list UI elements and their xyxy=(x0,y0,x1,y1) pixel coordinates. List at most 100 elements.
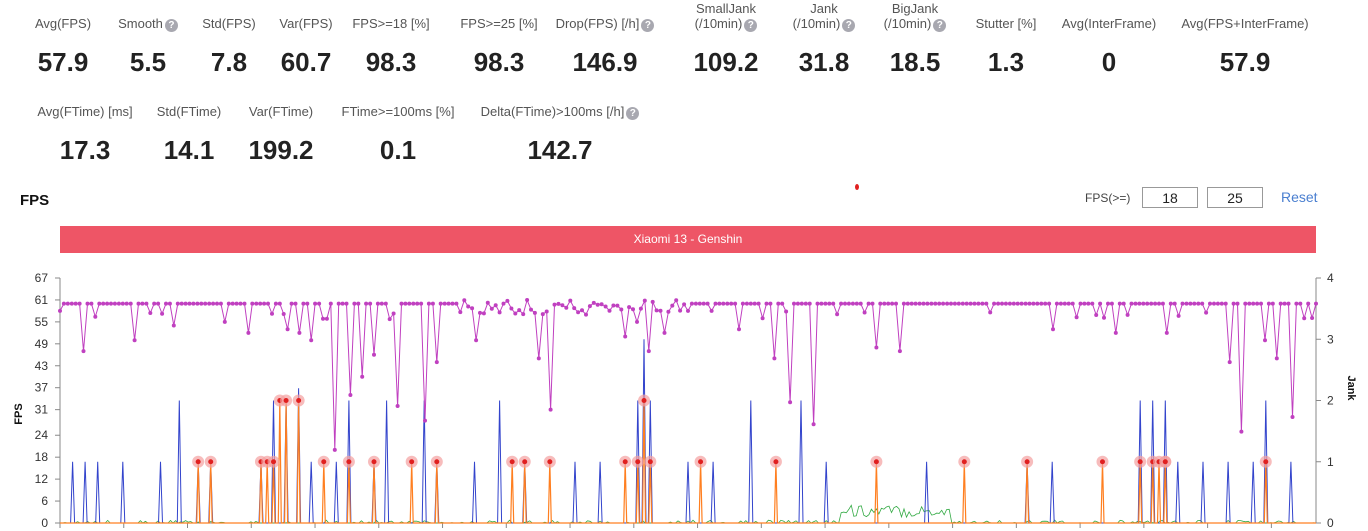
fps-point xyxy=(281,312,286,316)
fps-point xyxy=(815,301,820,306)
stat-label-text: SmallJank xyxy=(696,1,756,16)
stat-label: Drop(FPS) [/h]? xyxy=(525,16,685,32)
fps-point xyxy=(1266,301,1271,306)
stat-label: Avg(InterFrame) xyxy=(1029,16,1189,31)
fps-point xyxy=(548,407,553,412)
stat-label: FPS>=18 [%] xyxy=(311,16,471,31)
reset-link[interactable]: Reset xyxy=(1281,189,1318,205)
fps-point xyxy=(988,310,993,315)
fps-point xyxy=(81,349,86,354)
stat-label: Avg(FTime) [ms] xyxy=(5,104,165,119)
jank-marker xyxy=(434,459,440,465)
fps-point xyxy=(128,301,133,306)
fps-point xyxy=(399,301,404,306)
fps-point xyxy=(544,309,549,314)
stat-label-text: FPS>=25 [%] xyxy=(460,16,538,31)
jank-marker xyxy=(698,459,704,465)
fps-point xyxy=(733,301,738,306)
stat-value: 1.3 xyxy=(987,47,1025,77)
help-icon[interactable]: ? xyxy=(842,19,856,32)
fps-point xyxy=(372,352,376,357)
fps-point xyxy=(1019,301,1024,306)
fps-point xyxy=(171,323,176,328)
fps-point xyxy=(183,301,188,306)
help-icon[interactable]: ? xyxy=(626,107,640,120)
y-tick-label: 61 xyxy=(35,293,49,307)
fps-point xyxy=(93,314,98,319)
fps-point xyxy=(552,302,557,307)
stat-value: 98.3 xyxy=(473,47,525,77)
stat-label-unit: (/10min) xyxy=(883,16,932,31)
fps-point xyxy=(846,301,851,306)
fps-point xyxy=(689,301,694,306)
stat-label-text: Std(FTime) xyxy=(156,104,222,119)
fps-point xyxy=(638,306,643,311)
fps-point xyxy=(525,298,530,302)
fps-point xyxy=(654,308,659,313)
fps-point xyxy=(1149,301,1154,306)
fps-point xyxy=(97,301,102,306)
fps-point xyxy=(603,304,608,309)
fps-point xyxy=(1066,301,1071,306)
fps-point xyxy=(328,301,333,306)
fps-point xyxy=(913,301,918,306)
y-tick-label: 6 xyxy=(41,494,48,508)
fps-point xyxy=(949,301,953,306)
fps-point xyxy=(340,301,345,306)
fps-point xyxy=(89,301,94,306)
fps-point xyxy=(631,307,635,312)
fps-point xyxy=(635,319,639,324)
fps-point xyxy=(258,301,263,306)
threshold-input-2[interactable] xyxy=(1207,187,1263,208)
stat-stats_row2-2: Var(FTime) 199.2 xyxy=(201,104,361,165)
fps-point xyxy=(470,306,475,311)
fps-point xyxy=(1286,301,1291,306)
fps-point xyxy=(191,301,196,306)
jank-marker xyxy=(641,398,647,403)
stat-label: Delta(FTime)>100ms [/h]? xyxy=(480,104,640,120)
stat-stats_row1-10: Stutter [%] 1.3 xyxy=(926,16,1086,77)
fps-point xyxy=(1314,301,1318,306)
stat-label: FPS>=25 [%] xyxy=(419,16,579,31)
fps-point xyxy=(921,301,926,306)
fps-point xyxy=(878,301,883,306)
jank-marker xyxy=(1162,459,1168,465)
fps-point xyxy=(917,301,922,306)
indicator-dot xyxy=(855,184,859,190)
fps-point xyxy=(1290,415,1295,419)
fps-point xyxy=(505,298,510,303)
fps-point xyxy=(313,301,318,306)
y-tick-label: 12 xyxy=(35,472,49,486)
fps-point xyxy=(199,301,204,306)
fps-point xyxy=(725,301,730,306)
y-tick-label: 49 xyxy=(35,337,49,351)
help-icon[interactable]: ? xyxy=(933,19,947,32)
fps-point xyxy=(1117,301,1122,306)
fps-point xyxy=(1137,301,1142,306)
help-icon[interactable]: ? xyxy=(164,19,178,32)
fps-point xyxy=(744,301,749,306)
help-icon[interactable]: ? xyxy=(641,19,655,32)
stat-value: 142.7 xyxy=(527,135,593,165)
fps-point xyxy=(517,308,522,313)
stat-label-unit: (/10min) xyxy=(694,16,743,31)
fps-point xyxy=(489,306,494,311)
fps-point xyxy=(1160,301,1165,306)
fps-point xyxy=(293,301,298,306)
fps-point xyxy=(960,301,965,306)
fps-point xyxy=(352,301,357,306)
threshold-input-1[interactable] xyxy=(1142,187,1198,208)
stat-label: Stutter [%] xyxy=(926,16,1086,31)
fps-point xyxy=(1109,301,1114,306)
jank-marker xyxy=(208,459,214,465)
fps-point xyxy=(1023,301,1028,306)
fps-point xyxy=(1153,301,1158,306)
fps-point xyxy=(1106,301,1110,306)
fps-point xyxy=(1223,301,1228,306)
help-icon[interactable]: ? xyxy=(744,19,758,32)
fps-point xyxy=(132,338,137,343)
fps-point xyxy=(58,308,62,313)
fps-point xyxy=(1278,301,1283,306)
fps-point xyxy=(764,301,769,306)
fps-point xyxy=(348,393,353,397)
